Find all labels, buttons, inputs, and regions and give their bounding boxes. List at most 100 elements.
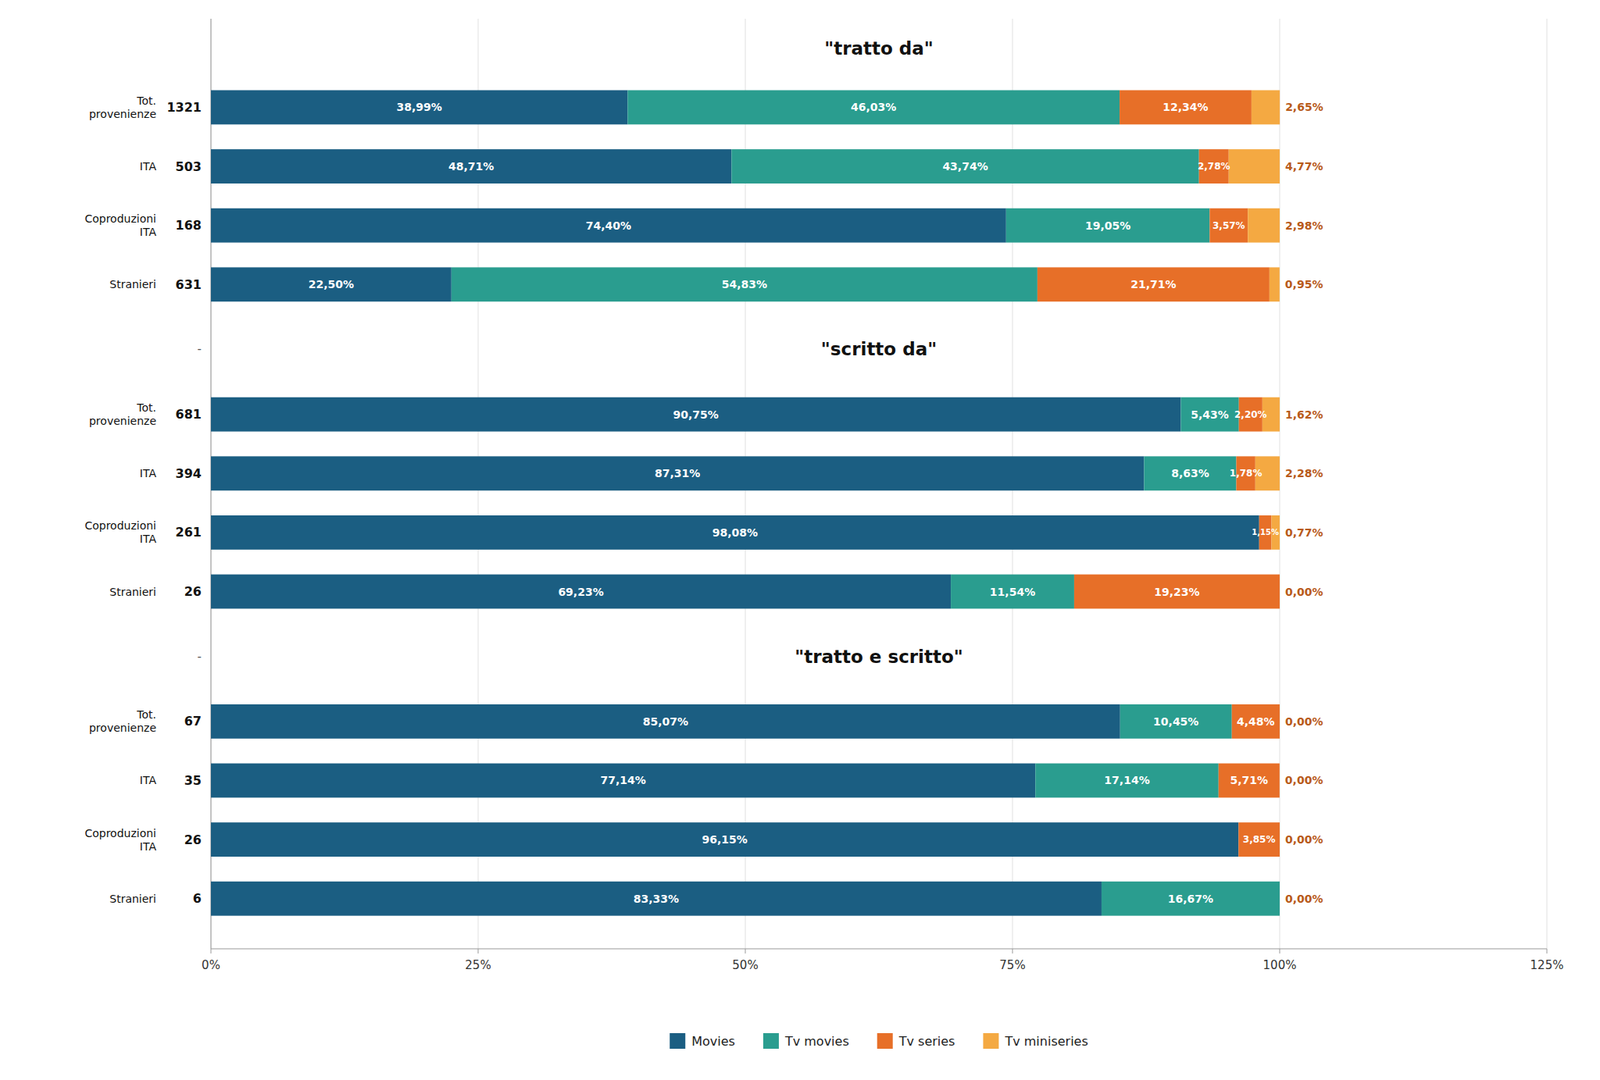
legend-item: Tv movies [763,1033,850,1050]
x-axis-line [210,949,1547,950]
row-label-line: provenienze [89,721,157,735]
bar-segment [1228,149,1280,184]
data-label: 12,34% [1162,100,1208,114]
tick-mark [478,949,479,954]
bar-segment [210,208,1007,243]
data-label: 8,63% [1171,467,1210,480]
data-label: 5,43% [1190,408,1229,422]
row-label: CoproduzioniITA [84,827,157,854]
row-count: 168 [175,217,202,233]
bar-segment [1101,882,1280,917]
data-label: 54,83% [721,278,768,291]
tick-label: 75% [999,958,1025,973]
data-label: 43,74% [942,160,988,173]
legend-swatch [669,1033,686,1050]
legend-label: Movies [691,1034,736,1050]
legend-item: Tv miniseries [982,1033,1088,1050]
bar-segment [210,515,1260,550]
data-label: 0,00% [1285,892,1324,906]
grid [210,18,1547,950]
row-label-line: Tot. [135,94,157,108]
section-title: "tratto da" [824,38,934,59]
data-label: 22,50% [308,278,354,291]
data-label: 69,23% [557,585,604,599]
tick-mark [1546,949,1548,954]
bar-segment [1143,456,1236,491]
data-label: 17,14% [1103,774,1150,787]
row-label: ITA [139,774,158,787]
data-label: 4,48% [1236,715,1275,729]
data-label: 83,33% [633,892,679,906]
data-label: 74,40% [585,219,632,233]
bar-segment [1180,397,1239,433]
data-label: 85,07% [642,715,689,729]
row-label-line: ITA [139,532,158,546]
tick-label: 100% [1263,958,1297,973]
row-label: Tot.provenienze [89,401,157,428]
data-label: 1,15% [1251,528,1279,537]
row-label: Tot.provenienze [89,708,157,735]
tick-mark [745,949,747,954]
data-label: 1,62% [1285,408,1324,422]
data-label: 1,78% [1229,467,1263,479]
data-label: 0,77% [1285,526,1324,540]
data-label: 0,00% [1285,585,1324,599]
row-count: 1321 [166,100,202,115]
bar-segment [210,89,628,125]
chart: 0%25%50%75%100%125%"tratto da"1321Tot.pr… [0,0,1600,1080]
row-label: Tot.provenienze [89,94,157,121]
data-label: 87,31% [654,467,700,480]
row-count: 67 [184,714,202,729]
bar-segment [1035,764,1218,799]
data-label: 2,65% [1285,100,1324,114]
labels: "tratto da"1321Tot.provenienze38,99%46,0… [84,38,1323,907]
bar-segment [210,764,1036,799]
row-label-line: Tot. [135,401,157,415]
bars [210,89,1280,916]
separator-label: - [197,342,202,357]
section-title: "scritto da" [821,339,937,360]
row-label: Stranieri [109,278,157,291]
row-count: 26 [184,832,202,848]
bar-segment [1209,208,1248,243]
data-label: 2,28% [1285,467,1324,480]
data-label: 0,00% [1285,715,1324,729]
row-label-line: Stranieri [109,892,157,906]
data-label: 0,00% [1285,774,1324,787]
row-label: Stranieri [109,892,157,906]
bar-segment [1251,89,1280,125]
data-label: 90,75% [673,408,719,422]
tick-mark [1012,949,1014,954]
x-axis: 0%25%50%75%100%125% [201,18,1564,973]
bar-segment [210,575,951,610]
tick-label: 25% [464,958,491,973]
bar-segment [627,89,1120,125]
row-label-line: ITA [139,225,158,239]
data-label: 96,15% [702,833,748,847]
data-label: 11,54% [989,585,1036,599]
row-count: 6 [192,891,202,907]
bar-segment [1037,267,1270,302]
legend-label: Tv series [898,1034,956,1050]
bar-segment [210,456,1144,491]
row-label-line: ITA [139,774,158,787]
row-label-line: Coproduzioni [84,519,157,533]
data-label: 19,05% [1085,219,1131,233]
legend-item: Movies [669,1033,736,1050]
tick-label: 50% [732,958,758,973]
row-label: CoproduzioniITA [84,212,157,239]
data-label: 2,78% [1197,160,1231,172]
row-count: 35 [184,773,202,789]
legend-item: Tv series [877,1033,956,1050]
bar-segment [1006,208,1211,243]
tick-label: 0% [201,958,221,973]
data-label: 46,03% [850,100,897,114]
bar-segment [1238,822,1280,858]
bar-segment [451,267,1038,302]
data-label: 3,57% [1212,220,1246,232]
row-label-line: ITA [139,840,158,854]
bar-segment [210,149,732,184]
bar-segment [1218,764,1280,799]
row-label-line: Stranieri [109,585,157,599]
bar-segment [1279,882,1281,917]
